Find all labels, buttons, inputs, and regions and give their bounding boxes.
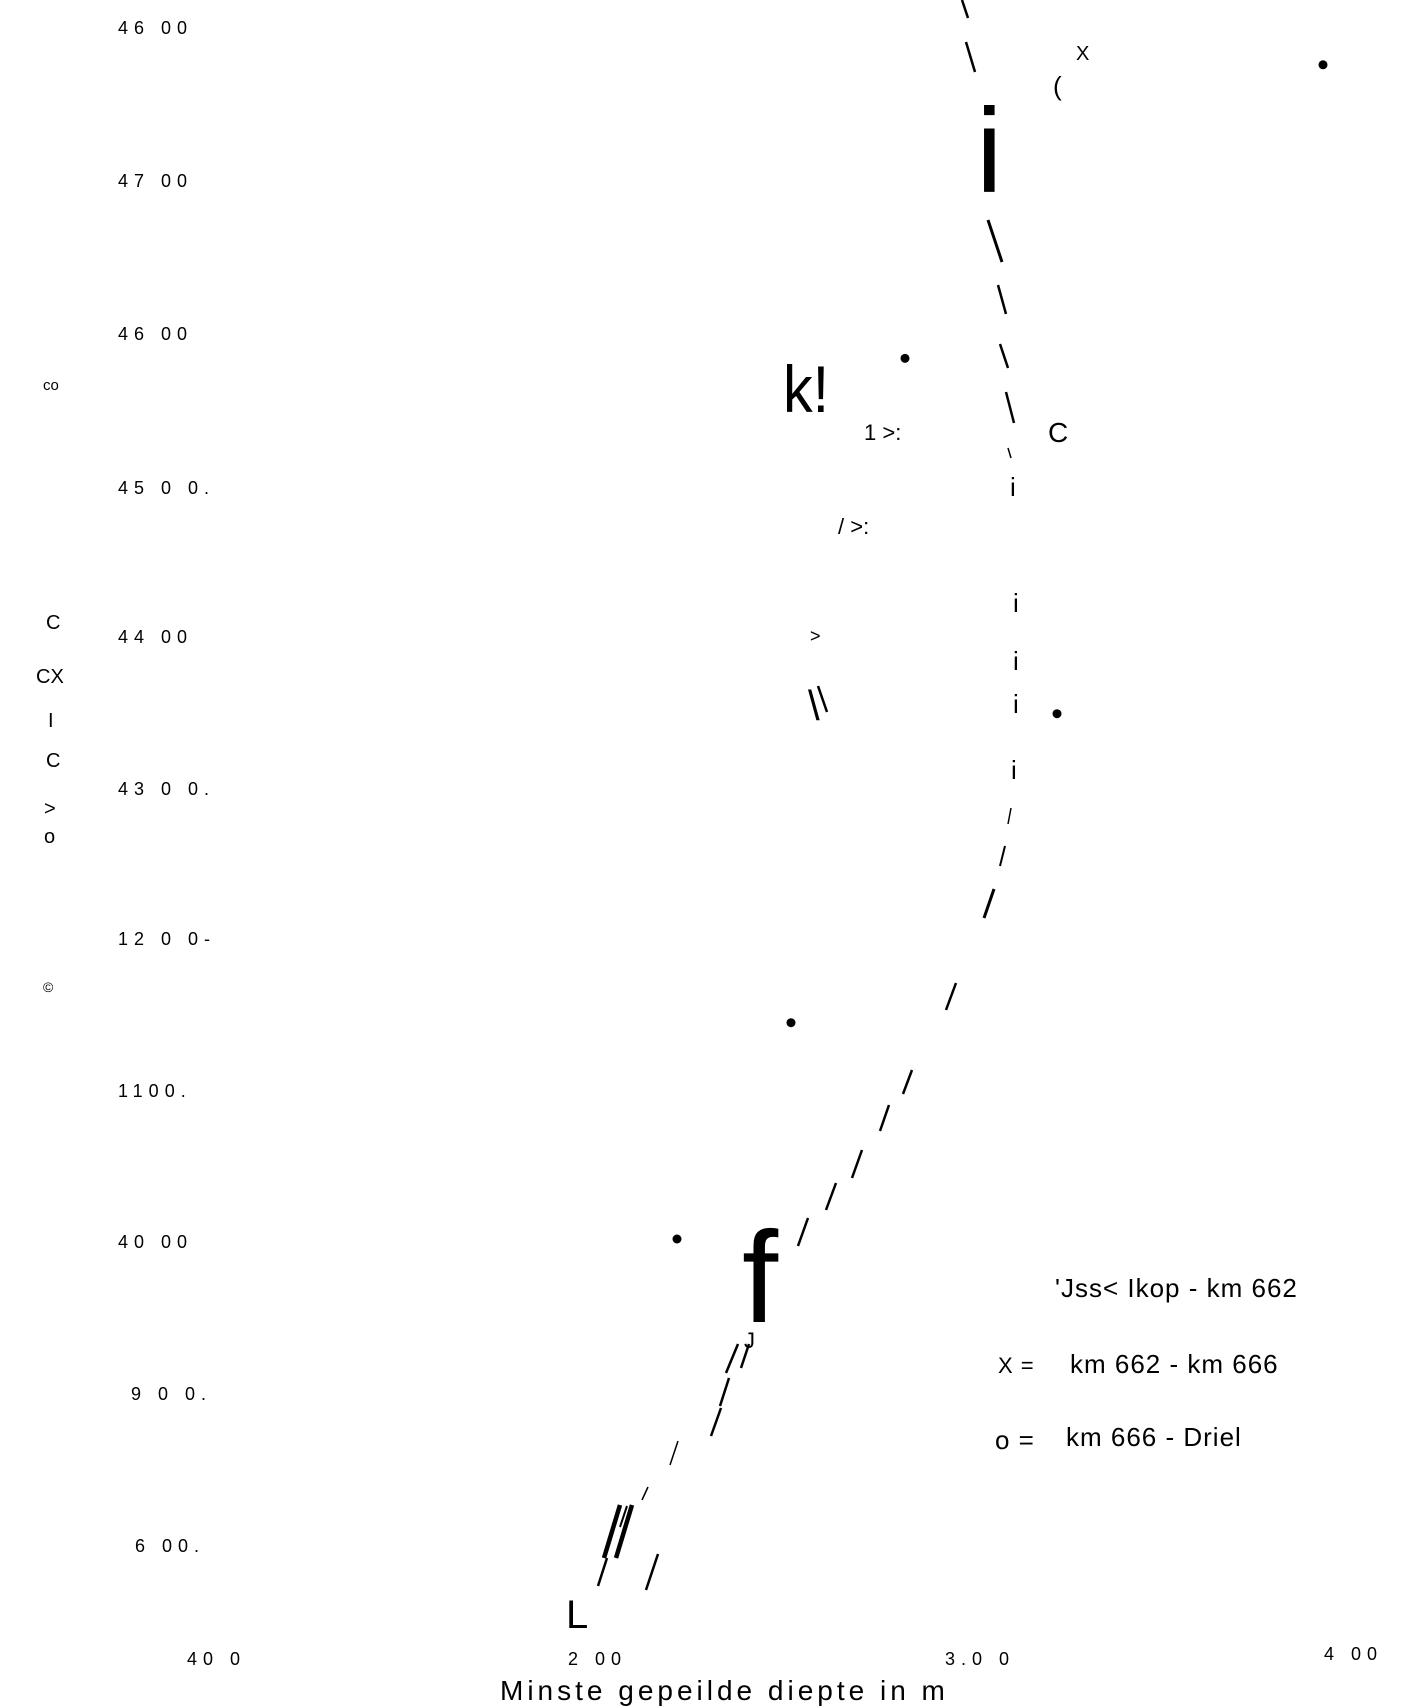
curve-dash (984, 889, 994, 918)
x-tick-label: 3.0 0 (945, 1649, 1015, 1669)
y-tick-label: 45 0 0. (118, 478, 215, 498)
annotation-glyph: L (566, 1593, 588, 1637)
annotation-glyph: i (1013, 588, 1019, 618)
y-tick-label: 43 0 0. (118, 779, 215, 799)
y-tick-label: 6 00. (135, 1536, 205, 1556)
y-tick-label: 40 00 (118, 1232, 193, 1252)
side-text-item: I (48, 710, 54, 732)
data-point (787, 1018, 796, 1027)
y-tick-label: 47 00 (118, 171, 193, 191)
legend-item-text: 'Jss< Ikop - km 662 (1055, 1273, 1298, 1303)
curve-dash (826, 1183, 836, 1210)
curve-dash (852, 1150, 862, 1178)
y-tick-label: 1100. (118, 1081, 192, 1101)
annotation-glyph: J (744, 1328, 755, 1353)
annotation-glyph: k! (783, 353, 829, 427)
curve-dash (1000, 846, 1005, 866)
side-text-item: C (46, 612, 60, 634)
annotation-glyph: i (1011, 755, 1017, 785)
annotation-glyph: i (1013, 646, 1019, 676)
curve-dash (1000, 344, 1008, 368)
curve-dash (720, 1378, 729, 1406)
y-tick-label: 12 0 0- (118, 929, 216, 949)
y-tick-label: 44 00 (118, 627, 193, 647)
annotation-glyph: / >: (838, 514, 869, 539)
data-point (673, 1235, 682, 1244)
data-points (673, 60, 1328, 1243)
annotation-marks: i k! 1 >: / >: > \ C ( X i i i i i f J L (566, 43, 1089, 1637)
legend-item-symbol: X = (998, 1353, 1035, 1378)
annotation-glyph: > (810, 626, 821, 646)
curve-dash (1008, 448, 1011, 458)
curve-dash (1006, 392, 1014, 423)
legend-item-symbol: o = (995, 1425, 1035, 1455)
x-tick-label: 40 0 (187, 1649, 246, 1669)
curve-dash (903, 1070, 912, 1094)
annotation-glyph: 1 >: (864, 420, 901, 445)
curve-dash (966, 42, 975, 72)
legend: 'Jss< Ikop - km 662 X = km 662 - km 666 … (995, 1273, 1298, 1455)
y-tick-label: 46 00 (118, 18, 193, 38)
x-axis-title: Minste gepeilde diepte in m (500, 1675, 949, 1706)
side-text-item: C (46, 750, 60, 772)
annotation-glyph: C (1048, 417, 1068, 448)
side-text-item: co (43, 377, 59, 394)
curve-dash (946, 983, 956, 1010)
y-tick-label: 9 0 0. (131, 1384, 212, 1404)
legend-item-text: km 666 - Driel (1066, 1422, 1242, 1452)
data-point (1319, 60, 1328, 69)
curve-dash (598, 1558, 607, 1586)
curve-dash (642, 1487, 648, 1500)
curve-dash (962, 0, 968, 18)
annotation-glyph: ( (1053, 71, 1062, 101)
curve-dash (711, 1408, 721, 1436)
curve-dash (1008, 808, 1011, 824)
annotation-glyph: \ (808, 682, 820, 729)
annotation-glyph: i (976, 84, 1003, 218)
side-text-item: > (44, 798, 56, 820)
legend-item-text: km 662 - km 666 (1070, 1349, 1279, 1379)
x-tick-label: 2 00 (568, 1649, 627, 1669)
data-point (901, 354, 910, 363)
data-point (1053, 709, 1062, 718)
curve-dash (726, 1344, 738, 1373)
curve-dash (998, 285, 1006, 314)
curve-dash (988, 220, 1002, 262)
x-tick-label: 4 00 (1324, 1644, 1383, 1664)
y-tick-label: 46 00 (118, 324, 193, 344)
annotation-glyph: i (1013, 689, 1019, 719)
side-text-item: o (44, 826, 55, 848)
side-text-item: © (43, 979, 54, 995)
curve-dash (880, 1105, 889, 1131)
curve-dash (798, 1218, 808, 1246)
side-text-item: CX (36, 666, 64, 688)
trend-curve (598, 0, 1014, 1590)
annotation-glyph: i (1010, 472, 1016, 502)
curve-dash (670, 1441, 678, 1465)
annotation-glyph: X (1076, 43, 1089, 65)
curve-dash (646, 1554, 658, 1590)
side-text: co C CX I C > o © (36, 377, 64, 995)
